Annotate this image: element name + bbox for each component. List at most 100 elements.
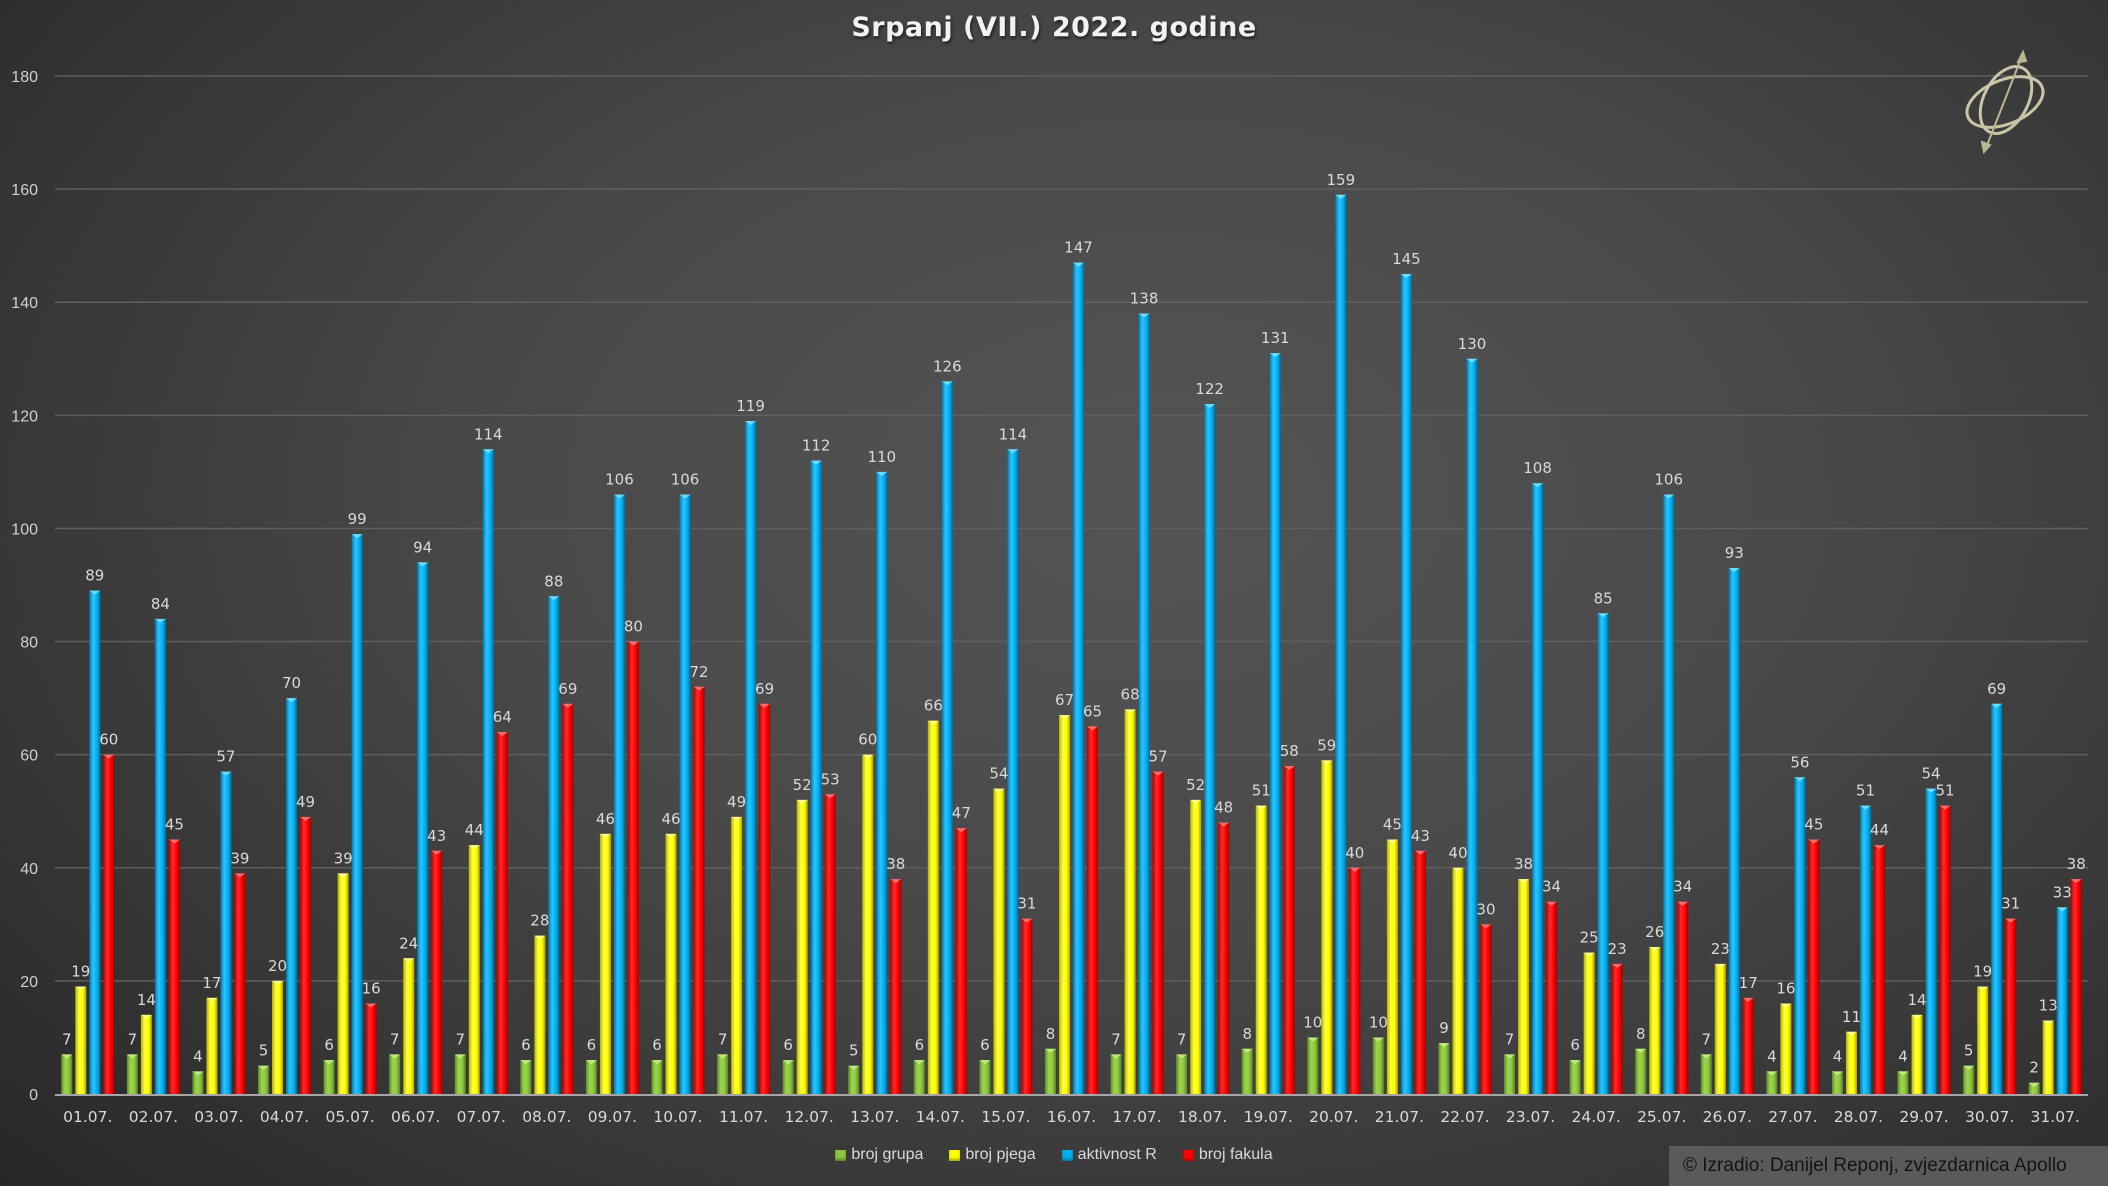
bar-cap bbox=[1977, 986, 1989, 991]
data-label: 14 bbox=[137, 991, 156, 1009]
bar-broj-grupa bbox=[782, 1060, 794, 1094]
bar-cap bbox=[1218, 822, 1230, 827]
bar-broj-grupa bbox=[1504, 1054, 1516, 1094]
bar-aktivnost-r bbox=[1532, 483, 1544, 1094]
bar-cap bbox=[1859, 805, 1871, 810]
x-tick-label: 27.07. bbox=[1768, 1108, 1817, 1126]
data-label: 159 bbox=[1327, 171, 1356, 189]
bar-cap bbox=[337, 873, 349, 878]
x-tick-label: 29.07. bbox=[1899, 1108, 1948, 1126]
bar-aktivnost-r bbox=[89, 590, 101, 1094]
bar-cap bbox=[1897, 1071, 1909, 1076]
bar-cap bbox=[824, 794, 836, 799]
data-label: 2 bbox=[2029, 1059, 2039, 1077]
bar-broj-fakula bbox=[1939, 805, 1951, 1094]
data-label: 85 bbox=[1594, 589, 1613, 607]
bar-cap bbox=[679, 494, 691, 499]
bar-cap bbox=[496, 732, 508, 737]
data-label: 7 bbox=[1702, 1030, 1712, 1048]
bar-broj-fakula bbox=[890, 879, 902, 1094]
bar-cap bbox=[1255, 805, 1267, 810]
bar-cap bbox=[520, 1060, 532, 1065]
data-label: 58 bbox=[1280, 742, 1299, 760]
y-tick-label: 60 bbox=[20, 748, 38, 765]
bar-cap bbox=[1963, 1065, 1975, 1070]
x-tick-label: 13.07. bbox=[850, 1108, 899, 1126]
legend-item: broj pjega bbox=[949, 1146, 1036, 1164]
data-label: 40 bbox=[1345, 844, 1364, 862]
y-tick-label: 40 bbox=[20, 861, 38, 878]
y-tick-label: 140 bbox=[11, 295, 38, 312]
bar-cap bbox=[1073, 262, 1084, 267]
data-label: 31 bbox=[1017, 895, 1036, 913]
bar-cap bbox=[1480, 924, 1492, 929]
bar-cap bbox=[300, 816, 312, 821]
bar-aktivnost-r bbox=[1597, 613, 1609, 1094]
bar-broj-pjega bbox=[403, 958, 415, 1094]
x-tick-label: 25.07. bbox=[1637, 1108, 1686, 1126]
bar-broj-pjega bbox=[206, 997, 218, 1094]
bar-broj-pjega bbox=[140, 1014, 152, 1094]
bar-cap bbox=[1518, 879, 1530, 884]
bar-cap bbox=[220, 771, 232, 776]
bar-aktivnost-r bbox=[417, 562, 429, 1094]
bar-broj-grupa bbox=[1438, 1043, 1450, 1094]
data-label: 38 bbox=[2067, 855, 2086, 873]
data-label: 45 bbox=[1383, 816, 1402, 834]
bar-broj-fakula bbox=[1546, 901, 1558, 1094]
bar-cap bbox=[154, 618, 166, 623]
bar-cap bbox=[979, 1060, 991, 1065]
legend-item: broj fakula bbox=[1182, 1146, 1273, 1164]
bar-cap bbox=[731, 816, 743, 821]
bar-cap bbox=[403, 958, 415, 963]
bar-cap bbox=[534, 935, 546, 940]
chart-title: Srpanj (VII.) 2022. godine bbox=[851, 12, 1257, 43]
bar-cap bbox=[1677, 901, 1689, 906]
bar-cap bbox=[389, 1054, 401, 1059]
bar-aktivnost-r bbox=[286, 698, 298, 1094]
bar-cap bbox=[431, 850, 443, 855]
data-label: 108 bbox=[1523, 459, 1552, 477]
bar-cap bbox=[1742, 997, 1754, 1002]
x-tick-label: 22.07. bbox=[1440, 1108, 1489, 1126]
bar-broj-fakula bbox=[1414, 850, 1426, 1094]
bar-cap bbox=[810, 460, 822, 465]
x-tick-label: 04.07. bbox=[260, 1108, 309, 1126]
bar-cap bbox=[206, 997, 218, 1002]
bar-broj-pjega bbox=[599, 833, 611, 1094]
x-tick-label: 02.07. bbox=[129, 1108, 178, 1126]
x-tick-label: 09.07. bbox=[588, 1108, 637, 1126]
bar-broj-fakula bbox=[300, 816, 312, 1094]
bar-aktivnost-r bbox=[941, 381, 953, 1094]
bar-broj-pjega bbox=[1911, 1014, 1923, 1094]
data-label: 51 bbox=[1856, 782, 1875, 800]
bar-broj-grupa bbox=[1766, 1071, 1778, 1094]
data-label: 39 bbox=[230, 849, 249, 867]
data-label: 93 bbox=[1725, 544, 1744, 562]
bar-broj-fakula bbox=[103, 754, 115, 1094]
data-label: 11 bbox=[1842, 1008, 1861, 1026]
data-label: 43 bbox=[1411, 827, 1430, 845]
bar-broj-pjega bbox=[993, 788, 1005, 1094]
legend-label: broj fakula bbox=[1198, 1146, 1273, 1163]
bar-cap bbox=[745, 420, 757, 425]
bar-cap bbox=[548, 596, 560, 601]
data-label: 8 bbox=[1046, 1025, 1056, 1043]
bar-broj-grupa bbox=[979, 1060, 991, 1094]
data-label: 14 bbox=[1908, 991, 1927, 1009]
data-label: 59 bbox=[1317, 736, 1336, 754]
data-label: 106 bbox=[671, 471, 700, 489]
data-label: 64 bbox=[493, 708, 512, 726]
data-label: 69 bbox=[558, 680, 577, 698]
bar-cap bbox=[417, 562, 429, 567]
legend-swatch bbox=[835, 1149, 847, 1161]
bar-cap bbox=[75, 986, 87, 991]
bar-aktivnost-r bbox=[482, 449, 494, 1094]
bar-broj-fakula bbox=[496, 732, 508, 1094]
data-label: 45 bbox=[1804, 816, 1823, 834]
y-axis: 0 20 40 60 80 100 120 140 160 180 bbox=[11, 69, 38, 1104]
bars bbox=[61, 194, 2082, 1095]
bar-broj-grupa bbox=[651, 1060, 663, 1094]
x-tick-label: 21.07. bbox=[1375, 1108, 1424, 1126]
bar-cap bbox=[140, 1014, 152, 1019]
